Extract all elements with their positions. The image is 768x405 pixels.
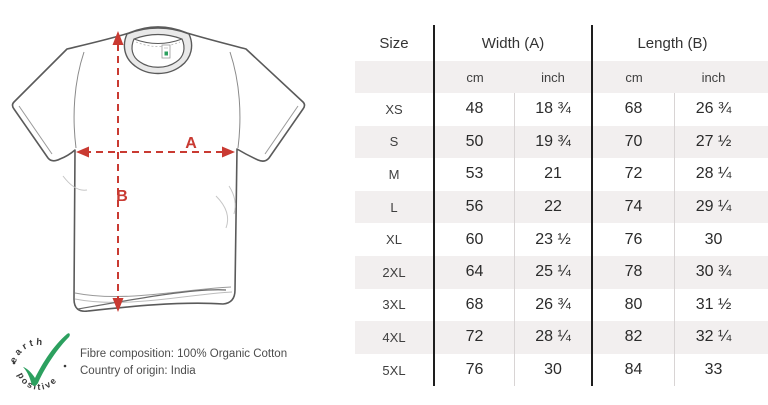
size-cell: XL [355,223,435,256]
width-inch-cell: 26 ¾ [515,288,593,322]
length-column-header: Length (B) [637,34,708,52]
width-inch-cell: 19 ¾ [515,125,593,159]
composition-note: Fibre composition: 100% Organic Cotton C… [80,346,287,380]
width-cm-cell: 56 [435,190,515,224]
width-inch-cell: 25 ¼ [515,255,593,289]
length-cm-cell: 80 [593,288,675,322]
length-cm-cell: 70 [593,125,675,159]
length-cm-cell: 84 [593,353,675,387]
width-cm-cell: 60 [435,223,515,256]
width-inch-cell: 18 ¾ [515,93,593,126]
length-inch-cell: 28 ¼ [695,165,732,183]
size-cell: L [355,190,435,224]
length-inch-cell: 33 [704,361,723,379]
size-column-header: Size [355,25,435,61]
width-cm-cell: 64 [435,255,515,289]
width-column-header: Width (A) [435,25,593,61]
length-inch-cell: 32 ¼ [675,321,768,354]
size-cell: 3XL [355,288,435,322]
width-cm-cell: 53 [435,158,515,191]
logo-text-earth: earth [10,337,43,365]
subheader-empty [355,61,435,93]
length-inch-cell: 27 ½ [675,125,768,159]
neck-label-icon [161,44,171,59]
tshirt-outline [11,26,306,313]
length-cm-cell: 76 [593,223,675,256]
fibre-composition-text: Fibre composition: 100% Organic Cotton [80,348,288,360]
width-inch-cell: 22 [515,190,593,224]
tshirt-collar [123,27,193,75]
length-inch-cell: 31 ½ [695,295,732,313]
length-cm-cell: 68 [593,93,675,126]
size-cell: 4XL [355,321,435,354]
size-cell: S [355,125,435,159]
tshirt-diagram: A B [11,26,306,313]
length-cm-header: cm [593,61,675,93]
width-cm-cell: 72 [435,321,515,354]
width-inch-cell: 28 ¼ [515,321,593,354]
length-label-b: B [116,188,128,205]
width-cm-cell: 68 [435,288,515,322]
size-cell: 2XL [355,255,435,289]
size-cell: 5XL [355,353,435,387]
length-inch-cell: 30 ¾ [675,255,768,289]
length-inch-cell: 29 ¼ [675,190,768,224]
measurement-lines: A B [76,31,235,312]
earth-positive-logo: earth positive [10,333,70,392]
length-inch-cell: 26 ¾ [695,100,732,118]
size-cell: M [355,158,435,191]
width-inch-header: inch [515,61,593,93]
length-inch-cell: 30 [704,230,723,248]
size-table: Size Width (A) Length (B) cm inch cm inc… [355,25,768,387]
width-cm-cell: 50 [435,125,515,159]
svg-text:earth: earth [10,337,46,365]
width-cm-cell: 48 [435,93,515,126]
country-origin-text: Country of origin: India [80,365,196,377]
length-cm-cell: 72 [593,158,675,191]
width-cm-cell: 76 [435,353,515,387]
width-inch-cell: 23 ½ [515,223,593,256]
length-cm-cell: 82 [593,321,675,354]
length-cm-cell: 74 [593,190,675,224]
length-cm-cell: 78 [593,255,675,289]
length-inch-header: inch [675,61,768,93]
width-inch-cell: 30 [515,353,593,387]
size-cell: XS [355,93,435,126]
width-label-a: A [185,135,197,152]
logo-checkmark-icon [23,333,70,386]
width-cm-header: cm [435,61,515,93]
width-inch-cell: 21 [515,158,593,191]
